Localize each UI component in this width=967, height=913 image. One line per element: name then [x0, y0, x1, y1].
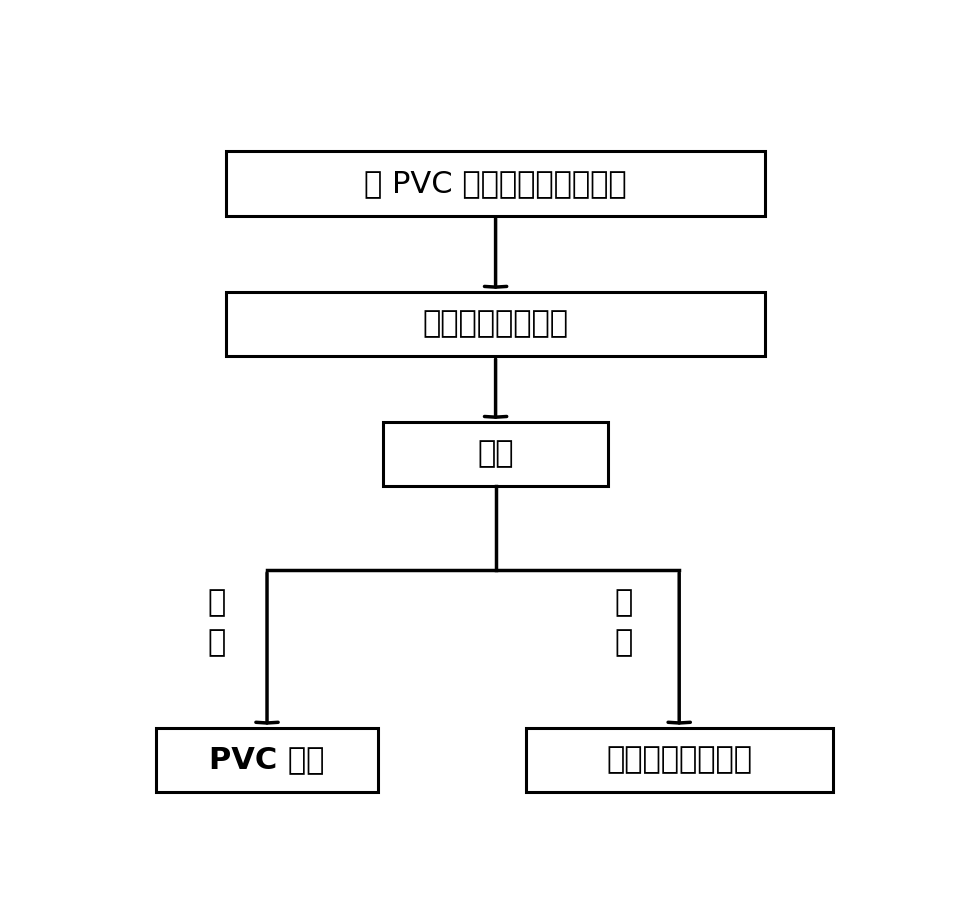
Text: PVC 塑料: PVC 塑料 — [209, 745, 325, 774]
Text: 含 PVC 塑料的废旧混合塑料: 含 PVC 塑料的废旧混合塑料 — [365, 169, 627, 198]
Bar — [383, 422, 608, 487]
Text: 剩余废旧混合塑料: 剩余废旧混合塑料 — [606, 745, 752, 774]
Text: 浮选: 浮选 — [478, 439, 513, 468]
Text: 下
沉: 下 沉 — [207, 588, 225, 657]
Bar — [226, 291, 766, 356]
Bar — [157, 728, 377, 792]
Bar — [226, 151, 766, 215]
Text: 上
浮: 上 浮 — [614, 588, 632, 657]
Bar — [526, 728, 833, 792]
Text: 碳酸钙溶液预处理: 碳酸钙溶液预处理 — [423, 310, 569, 339]
